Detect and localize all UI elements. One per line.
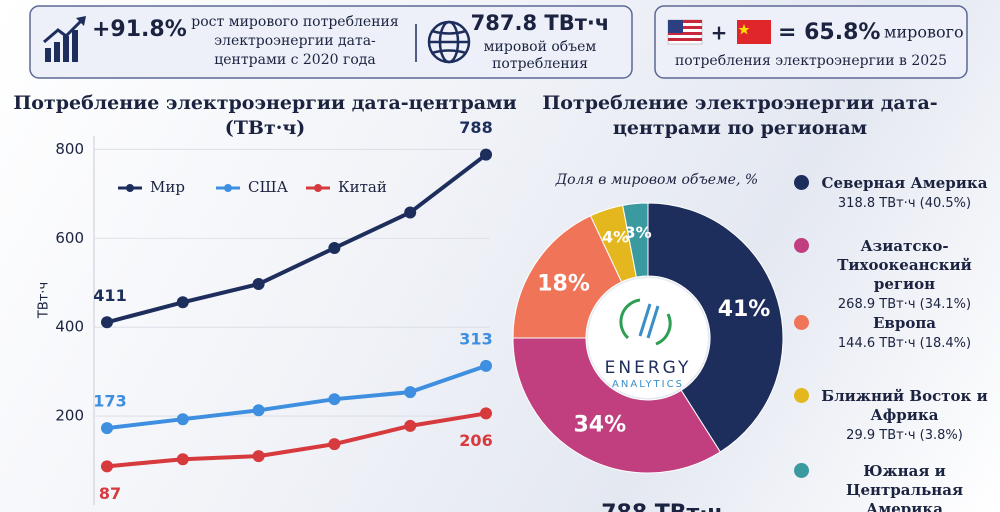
point (328, 242, 341, 255)
legend-detail: 29.9 ТВт·ч (3.8%) (846, 428, 963, 443)
legend-item: Ближний Восток и Африка 29.9 ТВт·ч (3.8%) (812, 387, 997, 445)
point (328, 393, 341, 406)
legend-detail: 268.9 ТВт·ч (34.1%) (837, 297, 972, 312)
total-text: мировой объем (484, 39, 597, 55)
data-label: 313 (459, 329, 492, 348)
point (176, 296, 189, 309)
china-flag (737, 20, 771, 44)
legend-detail: 318.8 ТВт·ч (40.5%) (837, 196, 972, 211)
point (101, 460, 113, 473)
logo-text: ANALYTICS (612, 379, 684, 390)
chart-title: Потребление электроэнергии дата-центрами (13, 92, 516, 114)
point (101, 316, 113, 329)
legend-label: США (248, 178, 289, 196)
point (480, 407, 492, 420)
plus: + (711, 21, 728, 45)
chart-subtitle: Доля в мировом объеме, % (555, 172, 758, 188)
total-text: потребления (492, 56, 588, 72)
legend-item: Северная Америка 318.8 ТВт·ч (40.5%) (812, 174, 997, 213)
data-label: 411 (93, 286, 126, 305)
slice (512, 337, 722, 474)
globe-icon (427, 20, 471, 64)
legend-item: Европа 144.6 ТВт·ч (18.4%) (812, 314, 997, 353)
series-line (106, 411, 487, 469)
point (480, 359, 492, 372)
legend-label: Северная Америка (821, 174, 988, 192)
point (252, 450, 265, 463)
chart-title: (ТВт·ч) (225, 117, 305, 139)
legend-item: Южная и Центральная Америка (812, 462, 997, 512)
growth-text: центрами с 2020 года (214, 52, 375, 68)
legend-item: Азиатско-Тихоокеанский регион 268.9 ТВт·ч… (812, 237, 997, 314)
y-tick-label: 400 (55, 318, 84, 336)
logo-mark (619, 298, 641, 340)
header-box (29, 5, 633, 79)
y-axis-label: ТВт·ч (37, 282, 52, 319)
legend-label: Азиатско-Тихоокеанский регион (837, 237, 972, 293)
slice (647, 202, 784, 453)
point (252, 404, 265, 417)
data-label: 206 (459, 431, 492, 450)
growth-icon (43, 16, 86, 62)
point (252, 278, 265, 291)
legend-marker (314, 184, 322, 192)
y-tick-label: 600 (55, 229, 84, 247)
slice (512, 215, 623, 339)
slice-label: 18% (537, 271, 590, 296)
legend-marker (794, 463, 809, 478)
logo-text: ENERGY (605, 358, 692, 378)
logo-mark (655, 313, 672, 346)
logo-mark (646, 305, 660, 339)
share-text: потребления электроэнергии в 2025 (675, 53, 947, 69)
point (328, 438, 341, 451)
point (404, 206, 417, 219)
series-line (106, 153, 488, 325)
logo-icon (619, 298, 672, 346)
share-value: = 65.8% (778, 20, 880, 45)
growth-text: электроэнергии дата- (214, 33, 376, 49)
data-label: 87 (99, 484, 121, 503)
legend-label: Ближний Восток и Африка (821, 387, 988, 424)
logo-mark (638, 303, 652, 337)
header-box (654, 5, 968, 79)
legend-label: Европа (872, 314, 937, 332)
legend-marker (794, 315, 809, 330)
point (176, 453, 189, 466)
point (404, 419, 417, 432)
legend-marker (224, 184, 232, 192)
slice-label: 34% (573, 413, 626, 438)
legend-marker (794, 238, 809, 253)
legend-marker (126, 184, 134, 192)
slice-label: 3% (625, 223, 652, 242)
growth-text: рост мирового потребления (191, 14, 399, 30)
slice-label: 41% (718, 297, 771, 322)
chart-title: Потребление электроэнергии дата- (542, 92, 937, 114)
point (176, 413, 189, 426)
growth-value: +91.8% (92, 17, 187, 42)
total-value: 787.8 ТВт·ч (471, 11, 610, 35)
series-line (106, 363, 487, 431)
legend-detail: 144.6 ТВт·ч (18.4%) (837, 336, 972, 351)
y-tick-label: 800 (55, 140, 84, 158)
slice (622, 202, 649, 278)
share-word: мирового (884, 23, 964, 42)
data-label: 788 (459, 118, 492, 137)
point (101, 422, 113, 435)
legend-marker (794, 175, 809, 190)
y-tick-label: 200 (55, 407, 84, 425)
us-flag (667, 19, 703, 45)
legend-label: Южная и Центральная Америка (845, 462, 964, 512)
data-label: 173 (93, 392, 126, 411)
slice-label: 4% (602, 228, 629, 247)
chart-footer: 788 ТВт·ч (601, 501, 723, 512)
chart-title: центрами по регионам (613, 117, 867, 139)
point (404, 386, 417, 399)
legend-label: Китай (338, 178, 387, 196)
legend-marker (794, 388, 809, 403)
point (480, 148, 492, 161)
legend-label: Мир (150, 178, 185, 196)
